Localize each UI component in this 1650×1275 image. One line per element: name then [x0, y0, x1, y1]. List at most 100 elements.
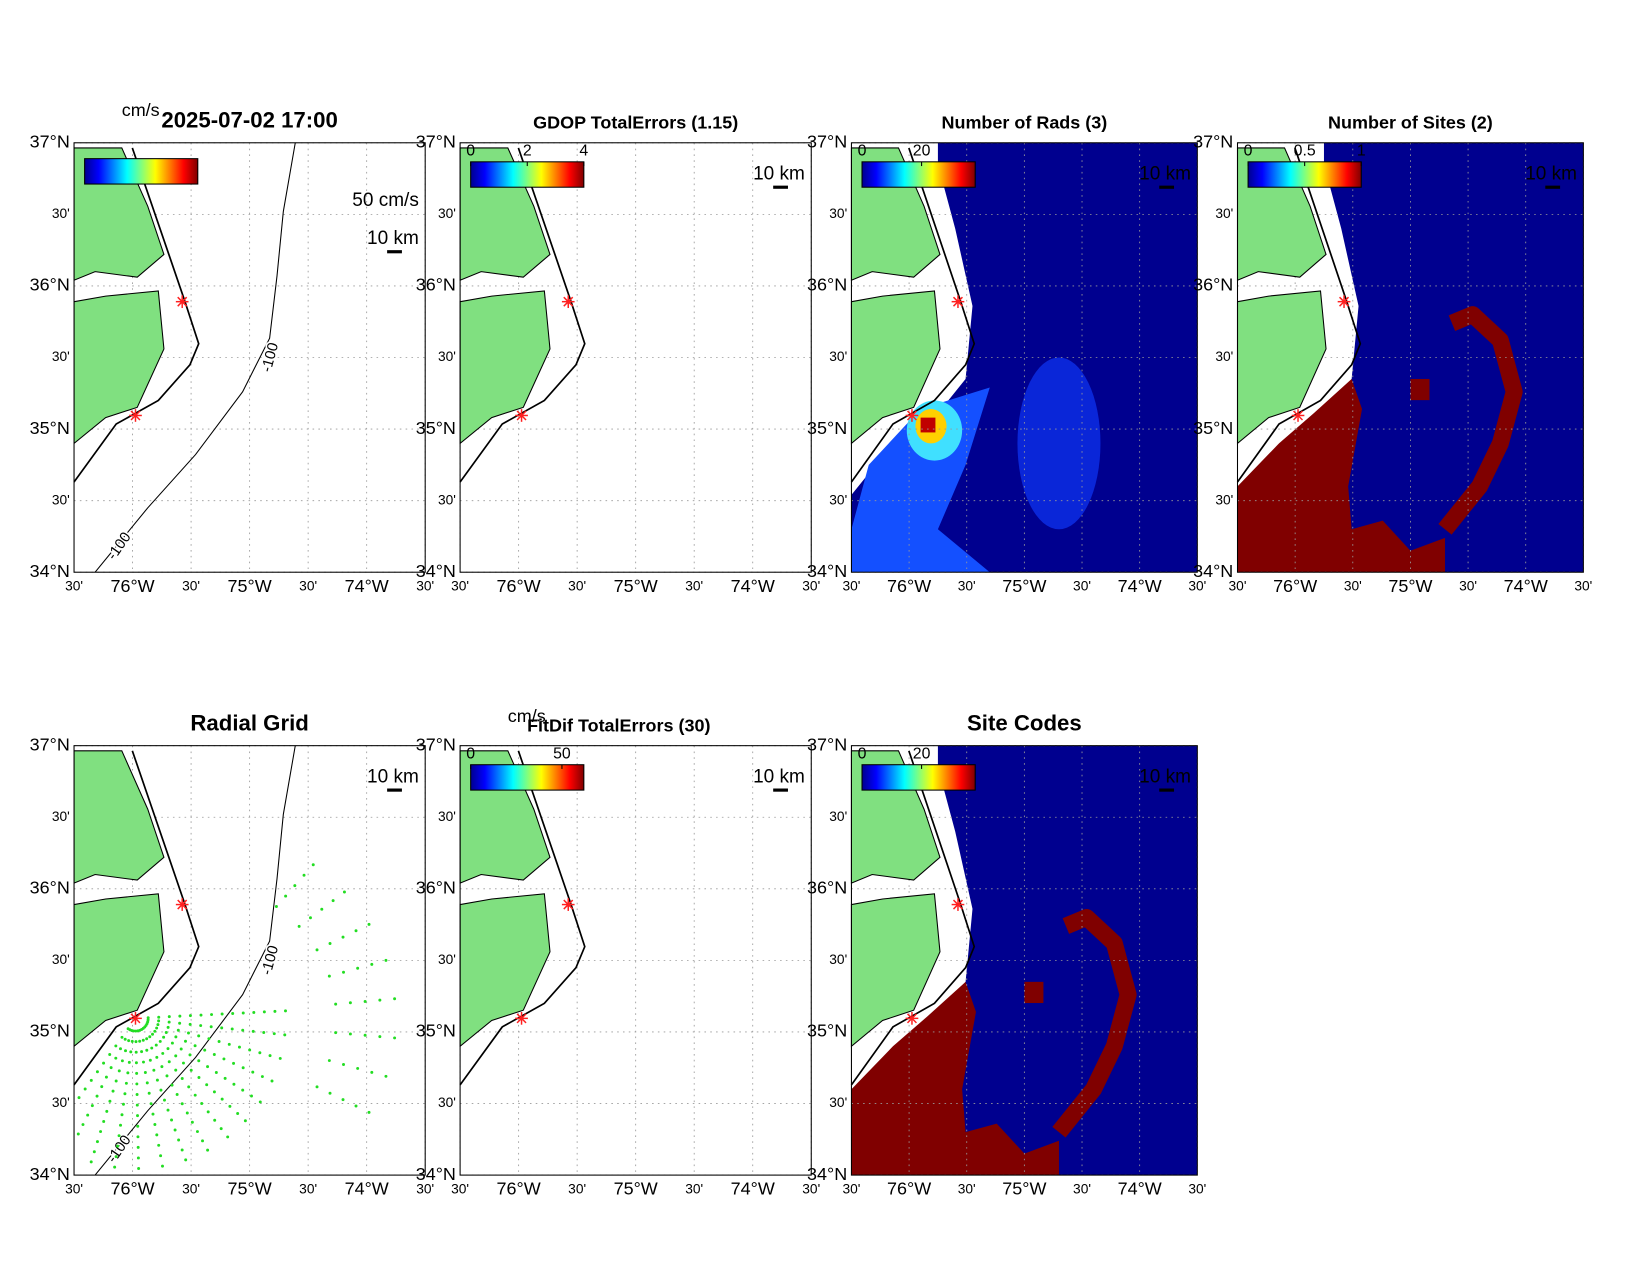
radial-grid-point: [188, 1014, 192, 1018]
radial-grid-point: [189, 1068, 193, 1072]
radial-grid-point: [108, 1099, 112, 1103]
radial-grid-point: [134, 1061, 138, 1065]
lat-tick-label: 30': [438, 349, 456, 364]
colorbar-tick-label: 0: [466, 142, 475, 159]
radial-grid-point: [95, 1094, 99, 1098]
scale-label: 10 km: [753, 766, 805, 787]
map-frame: [459, 142, 812, 573]
lat-tick-label: 36°N: [416, 878, 456, 898]
radial-grid-point: [341, 1098, 345, 1102]
radial-grid-point: [262, 1031, 266, 1035]
radial-grid-point: [236, 1112, 240, 1116]
radial-grid-point: [135, 1082, 139, 1086]
scale-label: 10 km: [1139, 766, 1191, 787]
radial-grid-point: [341, 935, 345, 939]
radial-grid-point: [251, 1070, 255, 1074]
radial-grid-point: [228, 1104, 232, 1108]
lat-tick-label: 34°N: [30, 1164, 70, 1184]
radial-grid-point: [159, 1088, 163, 1092]
radial-grid-point: [232, 1061, 236, 1065]
radial-grid-point: [117, 1134, 121, 1138]
lat-tick-label: 30': [438, 206, 456, 221]
map-panel: 30' 76°W 30' 75°W 30' 74°W 30' 37°N 30' 36°N 30' 35…: [416, 113, 821, 596]
radial-grid-point: [120, 1113, 124, 1117]
lat-tick-label: 30': [52, 349, 70, 364]
radial-grid-point: [150, 1046, 154, 1050]
radial-grid-point: [151, 1112, 155, 1116]
site-field: [1237, 378, 1446, 573]
radial-grid-point: [315, 1085, 319, 1089]
land: [73, 290, 165, 445]
radial-grid-point: [161, 1051, 165, 1055]
colorbar-tick-label: 2: [523, 142, 532, 159]
radial-grid-point: [197, 1075, 201, 1079]
lon-tick-label: 30': [451, 579, 469, 594]
colorbar-tick-label: 0.5: [1294, 142, 1316, 159]
radial-grid-point: [170, 1041, 174, 1045]
lon-tick-label: 30': [568, 1182, 586, 1197]
scale-label: 50 cm/s: [352, 190, 419, 211]
radial-grid-point: [135, 1103, 139, 1107]
radial-grid-point: [90, 1104, 94, 1108]
radial-grid-point: [205, 1083, 209, 1087]
colorbar-tick-label: 20: [913, 142, 931, 159]
lat-tick-label: 37°N: [807, 734, 847, 754]
lat-tick-label: 35°N: [30, 418, 70, 438]
radial-grid-point: [342, 970, 345, 974]
radial-grid-point: [209, 1025, 213, 1029]
radial-grid-point: [356, 966, 360, 970]
radial-grid-point: [167, 1015, 171, 1019]
land: [73, 893, 165, 1048]
site-field: [1410, 378, 1430, 401]
site-marker: [516, 1013, 527, 1024]
radial-grid-point: [152, 1068, 156, 1072]
lon-tick-label: 30': [1229, 579, 1247, 594]
radial-grid-point: [293, 884, 297, 888]
scale-label: 10 km: [367, 228, 419, 249]
radial-grid-point: [108, 1053, 112, 1057]
panel-title: Number of Rads (3): [942, 113, 1108, 133]
scale-label: 10 km: [367, 766, 419, 787]
lon-tick-label: 30': [685, 1182, 703, 1197]
radial-grid-point: [250, 1094, 253, 1098]
site-field: [1438, 306, 1523, 535]
lat-tick-label: 34°N: [30, 561, 70, 581]
radial-grid-point: [166, 1108, 170, 1112]
lat-tick-label: 30': [52, 809, 70, 824]
radial-grid-point: [147, 1091, 151, 1095]
radial-grid-point: [113, 1165, 117, 1169]
radial-grid-point: [99, 1130, 103, 1134]
radial-grid-point: [258, 1100, 262, 1104]
map-frame: [850, 142, 1198, 573]
radial-grid-point: [378, 1035, 382, 1039]
radial-grid-point: [153, 1123, 157, 1126]
radial-grid-point: [248, 1048, 252, 1052]
scale-label: 10 km: [753, 164, 805, 185]
depth-contour: [94, 142, 296, 573]
radial-grid-point: [311, 863, 315, 867]
map-panel: 30' 76°W 30' 75°W 30' 74°W 30' 37°N 30' 36°N 30' 35…: [30, 100, 435, 596]
radial-grid-point: [134, 1040, 138, 1044]
lon-tick-label: 75°W: [1002, 576, 1046, 596]
lon-tick-label: 30': [802, 1182, 820, 1197]
lat-tick-label: 34°N: [1193, 561, 1233, 581]
radial-grid-point: [167, 1020, 171, 1024]
radial-grid-point: [179, 1047, 183, 1051]
radial-grid-point: [154, 1043, 158, 1047]
lon-tick-label: 30': [802, 579, 820, 594]
land: [459, 290, 551, 445]
radial-grid-point: [272, 1032, 276, 1036]
lat-tick-label: 37°N: [30, 734, 70, 754]
colorbar: [84, 158, 199, 185]
radial-grid-point: [354, 1104, 358, 1108]
radial-grid-point: [199, 1024, 203, 1028]
contour-label: -100: [259, 341, 282, 374]
colorbar: [861, 161, 976, 188]
lat-tick-label: 35°N: [807, 1021, 847, 1041]
contour-label: -100: [259, 944, 282, 977]
radial-grid-point: [241, 1011, 245, 1015]
land: [73, 750, 165, 884]
lat-tick-label: 34°N: [416, 561, 456, 581]
radial-grid-point: [206, 1148, 210, 1152]
